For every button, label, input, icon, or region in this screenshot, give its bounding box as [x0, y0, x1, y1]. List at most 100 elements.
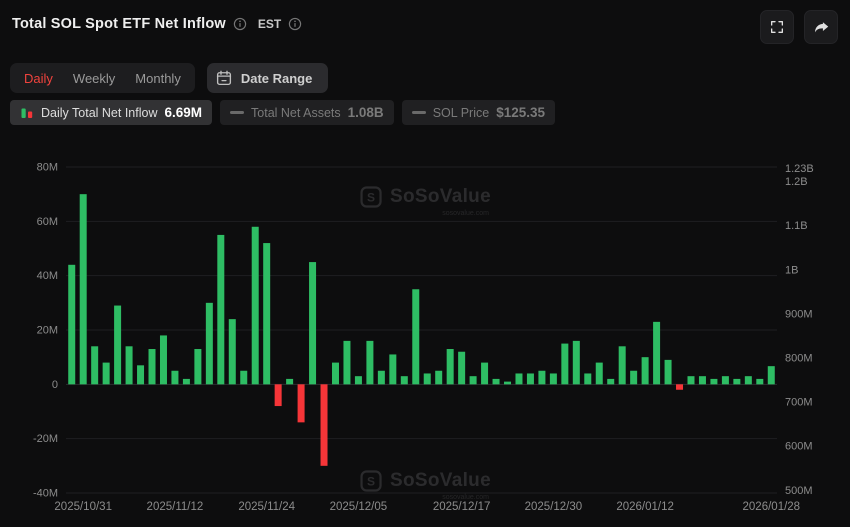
- bar[interactable]: [79, 194, 87, 385]
- bar[interactable]: [458, 351, 466, 385]
- bar[interactable]: [549, 373, 557, 385]
- bar[interactable]: [389, 354, 397, 385]
- chart-toolbar: Daily Weekly Monthly Date Range: [10, 63, 329, 93]
- bar[interactable]: [263, 243, 271, 385]
- share-icon: [813, 19, 830, 36]
- bar[interactable]: [584, 373, 592, 385]
- bar[interactable]: [687, 376, 695, 385]
- legend-item-daily-total-net-inflow[interactable]: Daily Total Net Inflow 6.69M: [10, 100, 213, 125]
- svg-text:1B: 1B: [785, 264, 798, 276]
- svg-text:2025/12/17: 2025/12/17: [433, 501, 491, 513]
- chart-area: 80M 60M 40M 20M 0 -20M -40M 1.23B 1.2B 1.1B 1B 900M…: [0, 127, 850, 522]
- bar[interactable]: [400, 376, 408, 385]
- bar[interactable]: [251, 226, 259, 385]
- bar[interactable]: [756, 378, 764, 385]
- legend-value: 1.08B: [347, 105, 384, 120]
- bar[interactable]: [412, 289, 420, 385]
- bar[interactable]: [286, 378, 294, 385]
- tab-daily[interactable]: Daily: [24, 70, 53, 86]
- bar-series-icon: [20, 106, 34, 120]
- bar[interactable]: [171, 370, 179, 385]
- date-range-button[interactable]: Date Range: [206, 63, 329, 93]
- legend-value: $125.35: [496, 105, 546, 120]
- bar[interactable]: [205, 302, 213, 385]
- fullscreen-button[interactable]: [760, 10, 794, 44]
- bar[interactable]: [733, 378, 741, 385]
- bar[interactable]: [228, 319, 236, 385]
- bar[interactable]: [114, 305, 122, 385]
- svg-text:40M: 40M: [37, 270, 58, 282]
- bar[interactable]: [515, 373, 523, 385]
- bar[interactable]: [331, 362, 339, 385]
- bar[interactable]: [572, 340, 580, 385]
- tab-monthly[interactable]: Monthly: [135, 70, 181, 86]
- left-axis-labels: 80M 60M 40M 20M 0 -20M -40M: [33, 162, 58, 500]
- legend-label: SOL Price: [432, 105, 490, 120]
- bar[interactable]: [423, 373, 431, 385]
- bar[interactable]: [366, 340, 374, 385]
- bar[interactable]: [343, 340, 351, 385]
- bar[interactable]: [698, 376, 706, 385]
- bar[interactable]: [68, 264, 76, 385]
- bar[interactable]: [217, 234, 225, 385]
- bar[interactable]: [148, 349, 156, 385]
- bar[interactable]: [435, 370, 443, 385]
- bar[interactable]: [159, 335, 167, 385]
- svg-text:2025/11/24: 2025/11/24: [238, 501, 295, 513]
- bar[interactable]: [538, 370, 546, 385]
- bar[interactable]: [595, 362, 603, 385]
- bar[interactable]: [526, 373, 534, 385]
- svg-text:2025/11/12: 2025/11/12: [147, 501, 204, 513]
- bars[interactable]: [68, 194, 775, 466]
- timezone-label: EST: [257, 17, 282, 31]
- page-title: Total SOL Spot ETF Net Inflow: [12, 16, 226, 32]
- bar[interactable]: [653, 321, 661, 385]
- bar[interactable]: [561, 343, 569, 385]
- bar[interactable]: [309, 262, 317, 385]
- legend-item-sol-price[interactable]: SOL Price $125.35: [401, 100, 556, 125]
- share-button[interactable]: [804, 10, 838, 44]
- bar[interactable]: [102, 362, 110, 385]
- tab-weekly[interactable]: Weekly: [72, 70, 116, 86]
- svg-text:80M: 80M: [37, 162, 58, 174]
- bar[interactable]: [481, 362, 489, 385]
- bar[interactable]: [607, 378, 615, 385]
- line-series-icon: [411, 111, 426, 114]
- svg-text:800M: 800M: [785, 353, 813, 365]
- bar[interactable]: [354, 376, 362, 385]
- bar[interactable]: [377, 370, 385, 385]
- bar[interactable]: [664, 359, 672, 385]
- svg-text:-40M: -40M: [33, 488, 58, 500]
- bar[interactable]: [630, 370, 638, 385]
- legend-item-total-net-assets[interactable]: Total Net Assets 1.08B: [220, 100, 394, 125]
- legend-value: 6.69M: [164, 105, 203, 120]
- bar[interactable]: [274, 384, 282, 407]
- bar[interactable]: [194, 349, 202, 385]
- svg-text:2026/01/12: 2026/01/12: [616, 501, 674, 513]
- bar[interactable]: [446, 349, 454, 385]
- title-info-icon[interactable]: [233, 17, 247, 31]
- svg-text:2025/12/30: 2025/12/30: [525, 501, 583, 513]
- timezone-info-icon[interactable]: [288, 17, 302, 31]
- bar[interactable]: [137, 365, 145, 385]
- bar[interactable]: [676, 384, 684, 390]
- bar[interactable]: [767, 366, 775, 385]
- bar[interactable]: [618, 346, 626, 385]
- bar[interactable]: [641, 357, 649, 385]
- bar[interactable]: [744, 376, 752, 385]
- bar[interactable]: [297, 384, 305, 423]
- bar[interactable]: [710, 378, 718, 385]
- bar[interactable]: [240, 370, 248, 385]
- bar[interactable]: [721, 376, 729, 385]
- bar[interactable]: [504, 381, 512, 385]
- bar[interactable]: [91, 346, 99, 385]
- svg-text:500M: 500M: [785, 485, 813, 497]
- bar[interactable]: [182, 378, 190, 385]
- bar[interactable]: [125, 346, 133, 385]
- svg-text:2026/01/28: 2026/01/28: [743, 501, 801, 513]
- bar[interactable]: [320, 384, 328, 466]
- bar[interactable]: [469, 376, 477, 385]
- bar[interactable]: [492, 378, 500, 385]
